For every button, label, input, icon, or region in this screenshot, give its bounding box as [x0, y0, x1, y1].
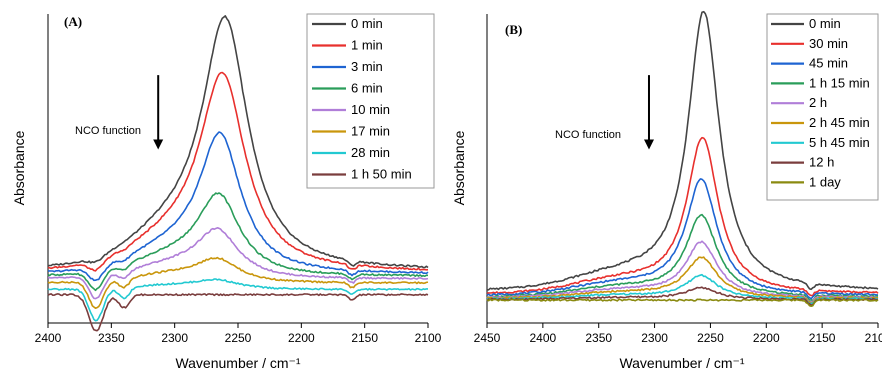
series-line: [47, 15, 429, 269]
legend-label: 28 min: [351, 145, 390, 160]
x-tick-label: 2300: [641, 331, 668, 345]
series-line: [486, 136, 879, 297]
series-line: [487, 10, 879, 291]
legend-label: 0 min: [809, 16, 841, 31]
legend-label: 10 min: [351, 102, 390, 117]
panel-b-annotation-arrow: [643, 75, 654, 150]
panel-a-label: (A): [64, 14, 82, 29]
panel-a-ylabel: Absorbance: [11, 130, 27, 205]
legend-label: 17 min: [351, 124, 390, 139]
series-line: [486, 298, 879, 308]
x-tick-label: 2350: [585, 331, 612, 345]
panel-b-xlabel: Wavenumber / cm⁻¹: [619, 355, 744, 371]
panel-b-chart: 2450 2400 2350 2300 2250 2200 2150 2100 (B) Abs…: [451, 10, 882, 371]
legend-label: 0 min: [351, 16, 383, 31]
panel-a-x-ticks: 2400 2350 2300 2250 2200 2150 2100: [35, 323, 442, 345]
legend-label: 1 day: [809, 174, 841, 189]
x-tick-label: 2450: [474, 331, 501, 345]
x-tick-label: 2200: [753, 331, 780, 345]
legend-label: 2 h 45 min: [809, 115, 870, 130]
legend-label: 30 min: [809, 36, 848, 51]
x-tick-label: 2150: [351, 331, 378, 345]
legend-label: 5 h 45 min: [809, 135, 870, 150]
panel-b-x-ticks: 2450 2400 2350 2300 2250 2200 2150 2100: [474, 323, 882, 345]
series-line: [47, 131, 429, 282]
series-line: [486, 213, 879, 302]
panel-a-annotation-arrow: [153, 75, 164, 150]
legend-label: 12 h: [809, 155, 834, 170]
panel-a-xlabel: Wavenumber / cm⁻¹: [175, 355, 300, 371]
x-tick-label: 2100: [865, 331, 882, 345]
legend-label: 6 min: [351, 81, 383, 96]
series-line: [47, 227, 429, 300]
x-tick-label: 2250: [225, 331, 252, 345]
legend-label: 1 h 50 min: [351, 167, 412, 182]
panel-a-legend-box: [306, 13, 435, 189]
x-tick-label: 2100: [415, 331, 442, 345]
x-tick-label: 2150: [809, 331, 836, 345]
series-line: [47, 293, 429, 332]
x-tick-label: 2300: [161, 331, 188, 345]
series-line: [486, 273, 879, 305]
arrow-head: [153, 139, 164, 150]
panel-b-legend-box: [766, 13, 879, 201]
legend-label: 2 h: [809, 95, 827, 110]
panel-b-legend: 0 min 30 min 45 min 1 h 15 min 2 h 2 h 45 min…: [771, 16, 870, 189]
x-tick-label: 2350: [98, 331, 125, 345]
panel-b-annotation: NCO function: [555, 129, 621, 141]
x-tick-label: 2400: [35, 331, 62, 345]
series-line: [486, 178, 878, 300]
panel-a-series: [47, 15, 429, 332]
legend-label: 1 min: [351, 38, 383, 53]
panel-b-label: (B): [505, 22, 522, 37]
panel-a-legend: 0 min 1 min 3 min 6 min 10 min 17 min 28 min 1 …: [312, 16, 412, 182]
legend-label: 1 h 15 min: [809, 75, 870, 90]
x-tick-label: 2200: [288, 331, 315, 345]
panel-b-ylabel: Absorbance: [451, 130, 467, 205]
x-tick-label: 2400: [530, 331, 557, 345]
series-line: [47, 278, 428, 322]
panel-a-chart: 2400 2350 2300 2250 2200 2150 2100 (A) Absorba…: [11, 13, 442, 371]
panel-b-series: [486, 10, 879, 308]
arrow-head: [643, 139, 654, 150]
panel-a-annotation: NCO function: [75, 125, 141, 137]
x-tick-label: 2250: [697, 331, 724, 345]
legend-label: 45 min: [809, 56, 848, 71]
legend-label: 3 min: [351, 59, 383, 74]
series-line: [47, 71, 429, 272]
series-line: [47, 192, 428, 292]
series-line: [47, 256, 429, 310]
